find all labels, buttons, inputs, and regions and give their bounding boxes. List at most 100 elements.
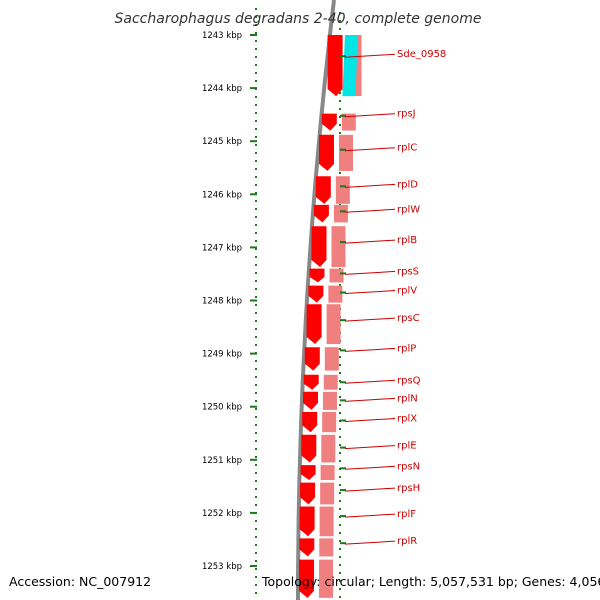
guide-dot-left: [255, 432, 257, 434]
ruler-label: 1246 kbp: [202, 190, 242, 200]
ruler-tick: [250, 352, 257, 355]
gene-label: rplE: [397, 441, 417, 452]
gene-tick: [340, 489, 346, 492]
guide-dot-right: [339, 548, 341, 550]
gene-tick: [340, 419, 346, 422]
gene-leader: [344, 53, 396, 58]
cds-light-block: [338, 134, 353, 171]
guide-dot-right: [339, 172, 341, 174]
guide-dot-left: [255, 80, 257, 82]
guide-dot-left: [255, 504, 257, 506]
cds-arrow: [304, 347, 320, 371]
gene-label: rpsC: [397, 313, 420, 324]
cds-track: [299, 35, 343, 598]
gene-leader: [344, 540, 396, 545]
guide-dot-right: [339, 388, 341, 390]
gene-leader: [344, 290, 396, 295]
ruler-tick: [250, 565, 257, 567]
feature-track: [342, 35, 358, 97]
cds-light-block: [321, 434, 336, 463]
guide-dot-left: [255, 552, 257, 554]
guide-dot-right: [339, 124, 341, 126]
cds-light-block: [319, 559, 334, 598]
gene-leader: [344, 445, 396, 450]
guide-dot-right: [339, 452, 341, 454]
gene-label: rplC: [397, 143, 417, 154]
guide-dot-left: [255, 464, 257, 466]
cds-light-block: [328, 285, 343, 303]
guide-dot-left: [255, 392, 257, 394]
ruler-label: 1245 kbp: [202, 137, 242, 147]
guide-dot-left: [255, 336, 257, 338]
cds-arrow: [299, 559, 314, 598]
map-title: Saccharophagus degradans 2-40, complete …: [115, 11, 482, 27]
guide-dot-left: [255, 176, 257, 178]
guide-dot-left: [255, 344, 257, 346]
guide-dot-left: [255, 168, 257, 170]
guide-dot-right: [339, 508, 341, 510]
cds-arrow: [311, 226, 327, 267]
guide-dot-left: [255, 184, 257, 186]
guide-dot-left: [255, 104, 257, 106]
ruler-label: 1250 kbp: [202, 403, 242, 413]
guide-dot-left: [255, 112, 257, 114]
guide-dot-left: [255, 288, 257, 290]
guide-dot-left: [255, 56, 257, 58]
guide-dot-right: [339, 596, 341, 598]
guide-dot-right: [339, 404, 341, 406]
guide-dot-left: [255, 544, 257, 546]
cds-light-block: [320, 482, 335, 505]
cds-arrow: [308, 285, 324, 303]
cds-light-block: [322, 391, 337, 410]
gene-label: rplF: [397, 509, 416, 520]
guide-dot-left: [255, 592, 257, 594]
ruler-tick: [250, 140, 257, 143]
guide-dot-left: [255, 296, 257, 298]
gene-leader: [344, 270, 396, 275]
ruler-tick: [250, 511, 257, 514]
cds-light-block: [341, 113, 356, 131]
cds-light-block: [335, 176, 350, 204]
guide-dot-right: [339, 20, 341, 22]
cds-arrow: [303, 391, 318, 410]
feature-block: [342, 35, 358, 97]
cds-light-block: [324, 347, 339, 371]
gene-tick: [340, 446, 346, 449]
ruler-label: 1253 kbp: [202, 562, 242, 572]
cds-arrow: [299, 506, 315, 537]
ruler-label: 1244 kbp: [202, 84, 242, 94]
cds-light-block: [331, 226, 346, 268]
gene-tick: [340, 542, 346, 545]
gene-leader: [344, 397, 396, 402]
guide-dot-left: [255, 40, 257, 42]
guide-dot-right: [339, 524, 341, 526]
guide-dot-left: [255, 152, 257, 154]
gene-leader: [344, 379, 396, 384]
gene-leader: [344, 513, 396, 518]
gene-tick: [340, 185, 346, 188]
ruler-tick: [250, 299, 257, 302]
guide-dot-left: [255, 400, 257, 402]
guide-dot-right: [339, 556, 341, 558]
cds-arrow: [302, 412, 318, 433]
gene-tick: [340, 515, 346, 518]
guide-dot-left: [255, 384, 257, 386]
gene-leader: [344, 113, 396, 118]
gene-label: rpsJ: [397, 109, 416, 120]
ruler-label: 1247 kbp: [202, 243, 242, 253]
gene-label: rpsN: [397, 461, 420, 472]
guide-dot-right: [339, 476, 341, 478]
guide-dot-left: [255, 456, 257, 458]
guide-dot-left: [255, 192, 257, 194]
cds-light-block: [322, 412, 337, 433]
cds-arrow: [300, 465, 316, 480]
guide-dot-right: [339, 12, 341, 14]
gene-tick: [340, 381, 346, 384]
gene-label: rplB: [397, 235, 417, 246]
ruler-label: 1249 kbp: [202, 350, 242, 360]
guide-dot-left: [255, 272, 257, 274]
ruler-tick: [250, 193, 257, 196]
cds-arrow: [299, 538, 315, 557]
guide-dot-left: [255, 160, 257, 162]
